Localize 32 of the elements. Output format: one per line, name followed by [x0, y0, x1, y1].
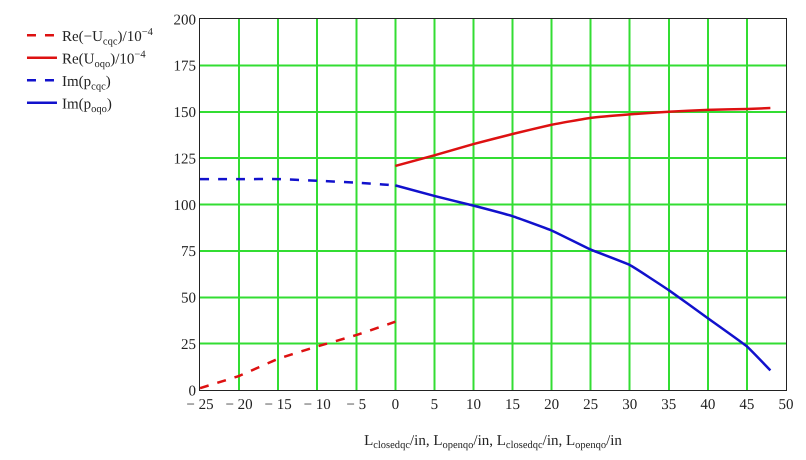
x-tick-label: 25	[583, 397, 598, 413]
y-tick-label: 100	[174, 198, 196, 214]
legend-label: Im(p$_{o}$$_{qo}$)	[62, 96, 112, 115]
legend-label: Re(U$_{o}$$_{qo}$)/10$^{−4}$	[62, 49, 146, 70]
x-tick-label: 5	[430, 397, 438, 413]
x-tick-label: 15	[505, 397, 520, 413]
x-tick-label: 0	[392, 397, 400, 413]
x-tick-label: 20	[544, 397, 560, 413]
y-tick-label: 75	[181, 244, 196, 260]
x-tick-label: 45	[739, 397, 754, 413]
y-tick-label: 0	[188, 383, 196, 400]
x-tick-label: − 5	[346, 397, 366, 413]
y-tick-label: 200	[174, 12, 196, 28]
text: L$_{closed}$$_{qc}$/in, L$_{open}$$_{qo}$/in, L$_{closed}$$_{qc}$/in, L$_{open}$$_{qo}$/in	[364, 433, 622, 452]
line-series	[394, 106, 772, 168]
y-tick-label: 150	[174, 105, 196, 121]
x-tick-label: − 15	[264, 397, 292, 413]
x-tick-label: 30	[622, 397, 638, 413]
y-tick-label: 175	[174, 58, 196, 75]
legend-label: Re(−U$_{c}$$_{qc}$)/10$^{−4}$	[62, 26, 154, 48]
x-tick-label: 50	[778, 397, 794, 413]
x-tick-label: − 20	[225, 397, 253, 413]
x-tick-label: 35	[661, 397, 676, 413]
legend-label: Im(p$_{c}$$_{qc}$)	[62, 74, 111, 92]
x-tick-label: − 10	[304, 397, 331, 413]
line-series	[200, 320, 397, 390]
y-tick-label: 50	[181, 290, 196, 306]
x-tick-label: − 25	[186, 397, 214, 413]
x-tick-label: 10	[466, 397, 481, 413]
y-tick-label: 25	[181, 336, 196, 353]
y-tick-label: 125	[174, 151, 196, 168]
x-tick-label: 40	[700, 397, 716, 413]
